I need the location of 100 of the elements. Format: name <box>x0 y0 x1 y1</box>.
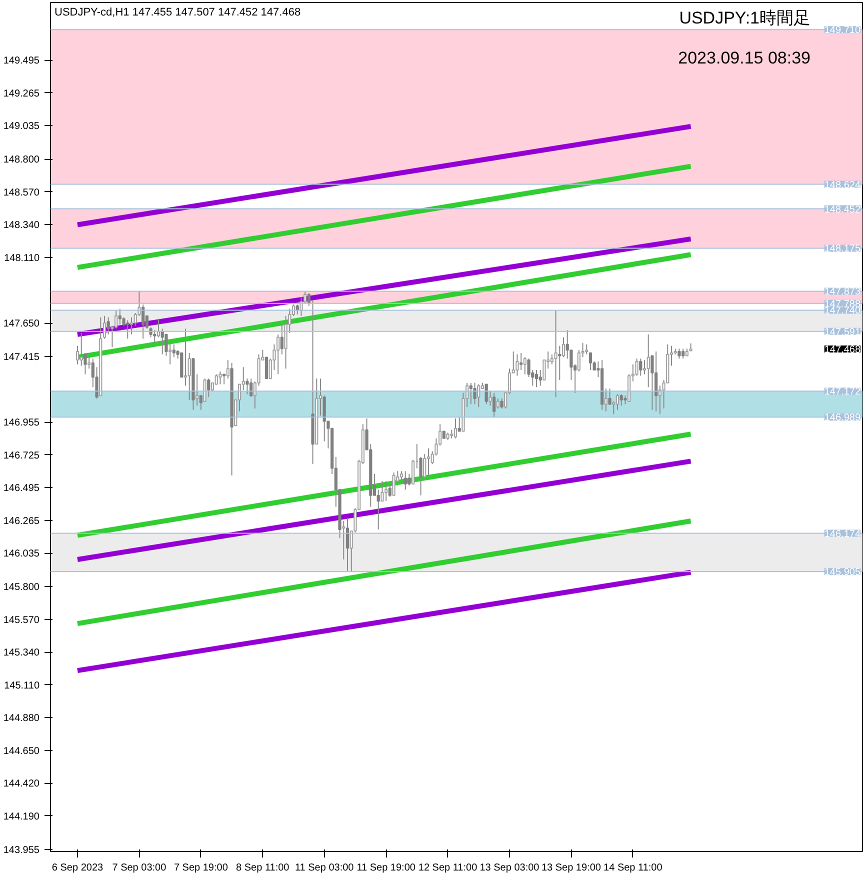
y-tick-label: 144.650 <box>3 746 40 757</box>
candlestick <box>412 459 415 484</box>
candlestick <box>307 292 310 306</box>
chart-title: USDJPY-cd,H1 147.455 147.507 147.452 147.468 <box>54 6 301 18</box>
candlestick <box>222 374 226 385</box>
candlestick <box>588 352 592 371</box>
candlestick <box>642 360 646 375</box>
y-tick-label: 146.035 <box>3 548 40 560</box>
candlestick <box>276 334 280 375</box>
y-tick-label: 147.650 <box>3 318 40 330</box>
candlestick <box>199 395 202 410</box>
candlestick <box>408 474 411 486</box>
x-tick-label: 7 Sep 19:00 <box>174 862 228 874</box>
y-tick-label: 149.035 <box>3 121 40 132</box>
candlestick <box>426 448 430 476</box>
candlestick <box>469 382 472 405</box>
candlestick <box>346 518 350 572</box>
candlestick <box>246 378 249 395</box>
candlestick <box>376 489 380 530</box>
candlestick <box>130 316 134 335</box>
y-tick-label: 145.570 <box>3 614 40 626</box>
candlestick <box>646 334 650 388</box>
candlestick <box>458 416 461 432</box>
ref-line-label: 147.873 <box>824 286 861 298</box>
candlestick <box>280 324 284 355</box>
candlestick <box>264 356 268 380</box>
candlestick <box>172 344 176 358</box>
candlestick <box>654 351 658 412</box>
candlestick <box>126 320 130 340</box>
candlestick <box>400 470 404 482</box>
y-tick-label: 149.265 <box>3 88 40 100</box>
candlestick <box>218 370 222 385</box>
ref-line-label: 147.591 <box>824 326 861 338</box>
candlestick <box>523 356 526 375</box>
ref-line-label: 146.174 <box>824 528 861 540</box>
candlestick <box>484 384 488 405</box>
x-tick-label: 11 Sep 03:00 <box>294 862 354 874</box>
x-tick-label: 6 Sep 2023 <box>52 862 104 874</box>
y-tick-label: 149.495 <box>3 56 40 67</box>
candlestick <box>496 398 500 409</box>
x-tick-label: 13 Sep 03:00 <box>480 862 540 874</box>
candlestick <box>473 382 476 405</box>
candlestick <box>538 370 542 386</box>
candlestick <box>500 398 504 409</box>
candlestick <box>616 394 620 410</box>
ref-line-label: 148.624 <box>824 180 861 191</box>
candlestick <box>392 472 396 496</box>
ref-line-label: 147.172 <box>824 386 861 398</box>
y-tick-label: 145.800 <box>3 582 40 594</box>
candlestick <box>203 378 206 402</box>
y-tick-label: 146.495 <box>3 483 40 494</box>
candlestick <box>620 394 623 406</box>
x-tick-label: 11 Sep 19:00 <box>356 862 416 874</box>
y-tick-label: 148.800 <box>3 154 40 166</box>
candlestick <box>639 358 642 376</box>
y-tick-label: 144.880 <box>3 713 40 724</box>
candlestick <box>562 336 566 358</box>
candlestick <box>207 378 210 398</box>
x-tick-label: 14 Sep 11:00 <box>604 862 663 874</box>
candlestick <box>516 354 519 376</box>
x-tick-label: 7 Sep 03:00 <box>112 862 167 874</box>
candlestick <box>118 308 122 325</box>
y-tick-label: 144.190 <box>3 811 40 822</box>
candlestick <box>542 360 546 380</box>
x-tick-label: 12 Sep 11:00 <box>418 862 478 874</box>
candlestick <box>492 392 496 418</box>
text: 147.468 <box>824 344 861 356</box>
y-tick-label: 146.265 <box>3 516 40 527</box>
y-tick-label: 148.340 <box>3 220 40 232</box>
candlestick <box>577 350 580 372</box>
y-tick-label: 145.340 <box>3 648 40 659</box>
candlestick <box>554 310 558 398</box>
candlestick <box>585 344 588 355</box>
candlestick <box>423 454 426 479</box>
candlestick <box>520 352 523 371</box>
ref-line-label: 148.175 <box>824 244 861 255</box>
candlestick <box>384 480 388 502</box>
candlestick <box>454 418 458 439</box>
candlestick <box>477 384 480 408</box>
y-tick-label: 143.955 <box>3 844 40 856</box>
annotation: USDJPY:1時間足 <box>679 8 810 28</box>
candlestick <box>76 345 80 365</box>
candlestick <box>558 345 562 380</box>
candlestick <box>550 354 554 365</box>
candlestick <box>153 330 156 344</box>
candlestick <box>388 483 392 498</box>
candlestick <box>404 470 407 490</box>
y-tick-label: 146.725 <box>3 450 40 462</box>
candlestick <box>678 348 681 360</box>
annotation: 2023.09.15 08:39 <box>678 48 811 68</box>
y-tick-label: 144.420 <box>3 778 40 790</box>
candlestick <box>142 304 145 340</box>
y-tick-label: 145.110 <box>4 680 40 692</box>
y-tick-label: 146.955 <box>3 418 40 429</box>
candlestick <box>534 370 538 388</box>
candlestick <box>114 310 118 330</box>
candlestick <box>102 315 106 340</box>
y-tick-label: 147.415 <box>3 352 40 363</box>
ref-line-label: 148.452 <box>824 204 861 216</box>
candlestick <box>80 332 83 366</box>
